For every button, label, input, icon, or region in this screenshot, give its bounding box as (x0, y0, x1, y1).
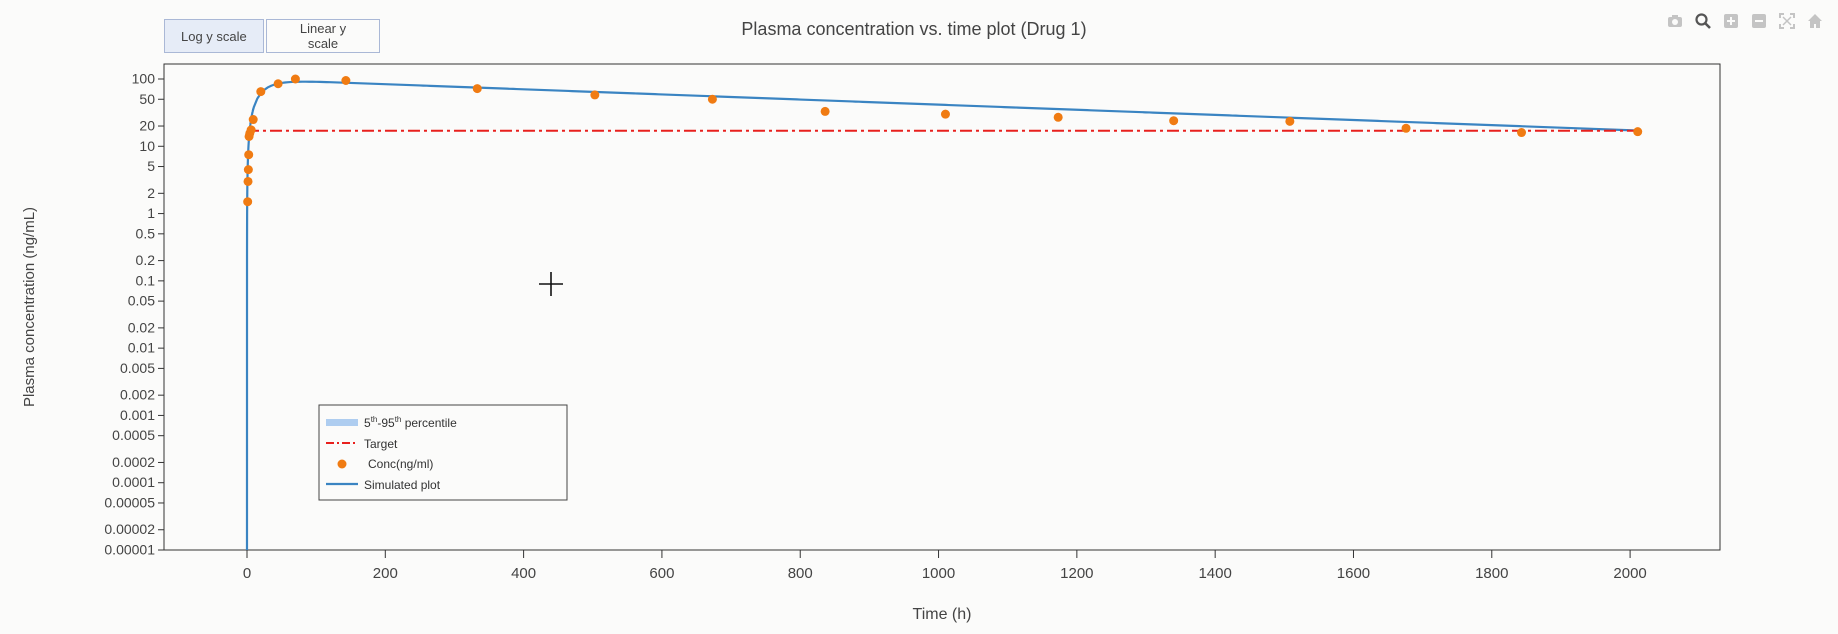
conc-points (243, 74, 1643, 207)
x-tick-label: 1800 (1475, 565, 1508, 582)
conc-point[interactable] (290, 74, 300, 84)
zoom-out-icon[interactable] (1750, 12, 1768, 30)
y-tick-label: 20 (139, 118, 155, 134)
conc-point[interactable] (1053, 112, 1063, 122)
x-tick-label: 1200 (1060, 565, 1093, 582)
conc-point[interactable] (243, 165, 253, 175)
conc-point[interactable] (472, 84, 482, 94)
conc-point[interactable] (246, 125, 256, 135)
y-tick-label: 2 (147, 185, 155, 201)
conc-point[interactable] (707, 94, 717, 104)
legend-conc-label: Conc(ng/ml) (368, 457, 433, 471)
y-tick-label: 0.02 (128, 319, 155, 335)
conc-point[interactable] (243, 197, 253, 207)
conc-point[interactable] (341, 75, 351, 85)
plot-modebar (1666, 12, 1824, 30)
y-axis-label: Plasma concentration (ng/mL) (21, 207, 38, 407)
y-tick-label: 0.0002 (112, 454, 155, 470)
conc-point[interactable] (820, 106, 830, 116)
y-tick-label: 0.5 (136, 225, 156, 241)
conc-point[interactable] (256, 87, 266, 97)
conc-point[interactable] (248, 115, 258, 125)
y-tick-label: 0.00002 (104, 521, 155, 537)
y-tick-label: 0.1 (136, 272, 156, 288)
crosshair-cursor (539, 272, 563, 296)
y-axis: 100 50 20 10 5 2 1 0.5 0.2 0.1 0.05 0.02 0.01 0.005 0.… (104, 71, 164, 558)
x-tick-label: 400 (511, 565, 536, 582)
autoscale-icon[interactable] (1778, 12, 1796, 30)
legend-sim-label: Simulated plot (364, 478, 441, 492)
x-tick-label: 800 (788, 565, 813, 582)
y-tick-label: 10 (139, 138, 155, 154)
y-tick-label: 0.2 (136, 252, 156, 268)
legend-band-label: 5th-95th percentile (364, 415, 457, 430)
home-icon[interactable] (1806, 12, 1824, 30)
conc-point[interactable] (244, 150, 254, 160)
y-tick-label: 0.00005 (104, 494, 155, 510)
x-tick-label: 1600 (1337, 565, 1370, 582)
y-tick-label: 100 (132, 71, 156, 87)
x-tick-label: 1000 (922, 565, 955, 582)
linear-y-scale-button[interactable]: Linear y scale (266, 19, 380, 53)
y-tick-label: 0.05 (128, 293, 155, 309)
y-tick-label: 0.0001 (112, 474, 155, 490)
conc-point[interactable] (1401, 123, 1411, 133)
conc-point[interactable] (1169, 116, 1179, 126)
camera-icon[interactable] (1666, 12, 1684, 30)
x-tick-label: 2000 (1613, 565, 1646, 582)
conc-point[interactable] (273, 79, 283, 89)
conc-point[interactable] (1633, 127, 1643, 137)
conc-point[interactable] (1285, 116, 1295, 126)
y-tick-label: 0.00001 (104, 542, 155, 558)
x-axis-label: Time (h) (913, 606, 972, 623)
chart-title: Plasma concentration vs. time plot (Drug… (741, 19, 1086, 39)
zoom-icon[interactable] (1694, 12, 1712, 30)
y-tick-label: 0.01 (128, 340, 155, 356)
legend-target-label: Target (364, 437, 398, 451)
x-tick-label: 0 (243, 565, 251, 582)
legend-band-swatch (326, 419, 358, 426)
y-tick-label: 50 (139, 91, 155, 107)
y-scale-toggle: Log y scale Linear y scale (164, 19, 380, 53)
y-tick-label: 1 (147, 205, 155, 221)
legend: 5th-95th percentile Target Conc(ng/ml) S… (318, 404, 568, 501)
zoom-in-icon[interactable] (1722, 12, 1740, 30)
conc-point[interactable] (243, 176, 253, 186)
y-tick-label: 0.005 (120, 360, 155, 376)
y-tick-label: 0.0005 (112, 427, 155, 443)
conc-point[interactable] (590, 90, 600, 100)
x-tick-label: 200 (373, 565, 398, 582)
x-tick-label: 1400 (1198, 565, 1231, 582)
conc-point[interactable] (1517, 128, 1527, 138)
y-tick-label: 0.002 (120, 387, 155, 403)
x-tick-label: 600 (649, 565, 674, 582)
x-axis: 0 200 400 600 800 1000 1200 1400 1600 1800 2000 (243, 550, 1647, 582)
y-tick-label: 5 (147, 158, 155, 174)
legend-box (318, 404, 568, 501)
conc-point[interactable] (940, 109, 950, 119)
y-tick-label: 0.001 (120, 407, 155, 423)
legend-conc-swatch (337, 459, 347, 469)
log-y-scale-button[interactable]: Log y scale (164, 19, 264, 53)
